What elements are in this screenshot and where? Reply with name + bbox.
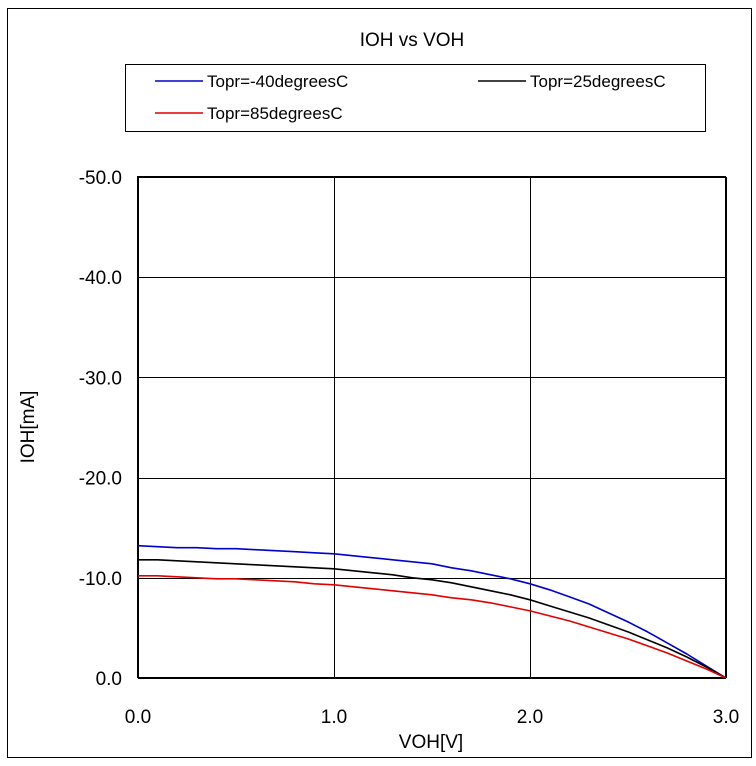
legend-label: Topr=25degreesC (530, 72, 666, 91)
x-tick-label: 0.0 (125, 707, 151, 728)
y-tick-label: 0.0 (96, 669, 122, 690)
x-tick-label: 1.0 (321, 707, 347, 728)
chart-title: IOH vs VOH (360, 30, 465, 51)
y-tick-label: -40.0 (79, 268, 122, 289)
y-axis-ticks: 0.0 -10.0 -20.0 -30.0 -40.0 -50.0 (79, 168, 122, 690)
x-axis-ticks: 0.0 1.0 2.0 3.0 (125, 707, 739, 728)
x-tick-label: 3.0 (713, 707, 739, 728)
series-line-1 (138, 558, 727, 679)
legend-label: Topr=-40degreesC (207, 72, 348, 91)
series-line-2 (138, 574, 727, 679)
legend: Topr=-40degreesC Topr=25degreesC Topr=85de… (155, 72, 666, 123)
y-tick-label: -50.0 (79, 168, 122, 189)
y-tick-label: -30.0 (79, 368, 122, 389)
y-tick-label: -20.0 (79, 469, 122, 490)
series-line-0 (137, 544, 727, 679)
y-axis-label: IOH[mA] (18, 391, 39, 464)
series-group (137, 544, 727, 679)
plot-area (137, 176, 726, 678)
x-axis-label: VOH[V] (399, 732, 463, 753)
legend-box (125, 64, 706, 132)
y-tick-label: -10.0 (79, 569, 122, 590)
x-tick-label: 2.0 (517, 707, 543, 728)
legend-label: Topr=85degreesC (207, 104, 343, 123)
